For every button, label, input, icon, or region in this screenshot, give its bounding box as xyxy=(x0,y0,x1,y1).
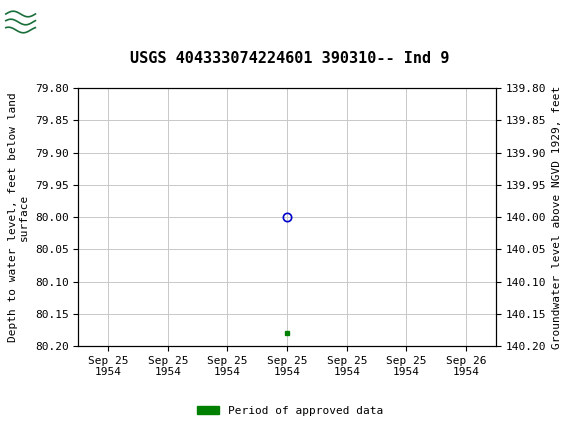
Y-axis label: Groundwater level above NGVD 1929, feet: Groundwater level above NGVD 1929, feet xyxy=(552,86,561,349)
Y-axis label: Depth to water level, feet below land
surface: Depth to water level, feet below land su… xyxy=(8,92,29,342)
Text: USGS 404333074224601 390310-- Ind 9: USGS 404333074224601 390310-- Ind 9 xyxy=(130,51,450,65)
Legend: Period of approved data: Period of approved data xyxy=(193,401,387,420)
Text: USGS: USGS xyxy=(44,10,103,30)
Bar xyxy=(5,5,37,35)
